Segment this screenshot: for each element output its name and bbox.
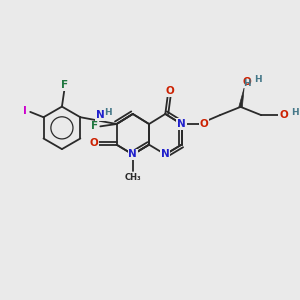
Text: O: O — [243, 77, 251, 87]
Text: N: N — [161, 149, 170, 159]
Text: O: O — [199, 119, 208, 129]
Text: N: N — [96, 110, 104, 120]
Polygon shape — [239, 88, 244, 107]
Text: O: O — [90, 138, 98, 148]
Text: I: I — [23, 106, 27, 116]
Text: H: H — [291, 108, 299, 117]
Text: F: F — [61, 80, 68, 90]
Text: CH₃: CH₃ — [124, 173, 141, 182]
Text: F: F — [92, 122, 99, 131]
Text: O: O — [166, 86, 174, 96]
Text: H: H — [254, 75, 262, 84]
Text: O: O — [279, 110, 288, 120]
Text: H: H — [243, 79, 250, 88]
Text: N: N — [128, 149, 137, 159]
Text: H: H — [104, 108, 112, 117]
Text: N: N — [177, 119, 186, 129]
